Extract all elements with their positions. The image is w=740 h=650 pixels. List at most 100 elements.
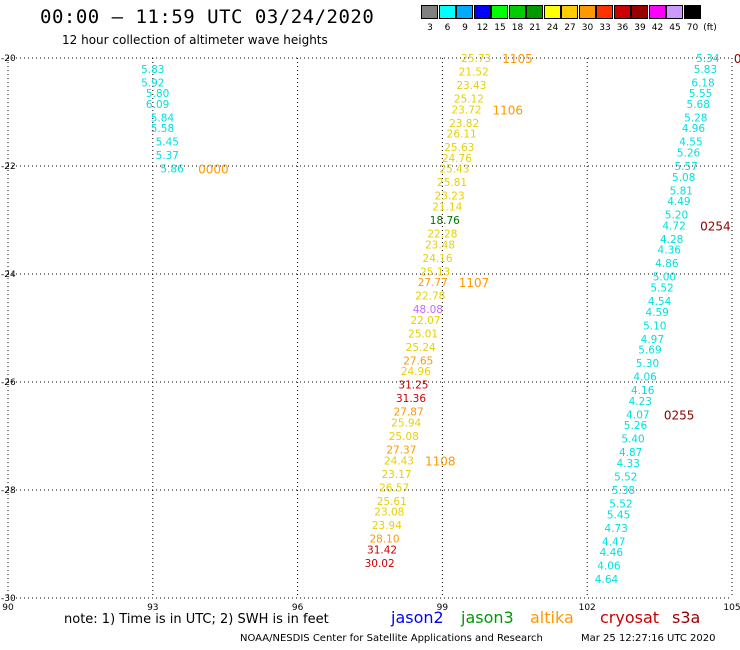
wave-height-value: 25.63 — [444, 142, 474, 154]
legend-swatch — [473, 5, 491, 19]
lon-tick-label: 102 — [579, 603, 596, 613]
pass-time-label: 0000 — [198, 163, 229, 177]
legend-swatch — [683, 5, 701, 19]
legend-label: 42 — [651, 23, 664, 33]
legend-swatch — [596, 5, 613, 19]
wave-height-value: 4.33 — [617, 458, 640, 470]
wave-height-value: 4.06 — [597, 561, 621, 573]
lon-tick-label: 105 — [723, 603, 740, 613]
wave-height-value: 5.38 — [612, 485, 635, 497]
legend-swatch — [508, 5, 526, 19]
legend-swatch — [491, 5, 508, 19]
legend-unit: (ft) — [703, 23, 717, 33]
legend-swatch — [578, 5, 596, 19]
wave-height-value: 22.28 — [427, 229, 457, 241]
legend-label: 15 — [494, 23, 506, 33]
wave-height-value: 23.82 — [449, 118, 479, 130]
pass-time-label: 0253 — [734, 52, 740, 66]
wave-height-value: 25.73 — [461, 53, 491, 65]
wave-height-value: 23.94 — [372, 520, 402, 532]
wave-height-value: 26.11 — [447, 129, 477, 141]
legend-swatch — [631, 5, 648, 19]
wave-height-value: 25.43 — [439, 164, 469, 176]
wave-height-value: 25.61 — [377, 496, 407, 508]
wave-height-value: 25.12 — [454, 94, 484, 106]
legend-label: 36 — [616, 23, 629, 33]
wave-height-value: 5.68 — [687, 99, 710, 111]
wave-height-value: 5.34 — [696, 53, 720, 65]
legend-swatch — [543, 5, 561, 19]
wave-height-value: 4.06 — [633, 372, 657, 384]
wave-height-value: 5.81 — [670, 185, 693, 197]
legend-swatch — [526, 5, 543, 19]
wave-height-value: 24.43 — [384, 455, 414, 467]
wave-height-value: 27.77 — [418, 277, 448, 289]
footnote: note: 1) Time is in UTC; 2) SWH is in fe… — [64, 612, 329, 627]
credit-line: NOAA/NESDIS Center for Satellite Applica… — [240, 633, 543, 644]
wave-height-value: 4.54 — [648, 296, 672, 308]
wave-height-value: 23.08 — [374, 507, 404, 519]
wave-height-value: 25.24 — [406, 342, 436, 354]
pass-time-label: 1106 — [493, 103, 524, 117]
wave-height-value: 5.57 — [674, 161, 697, 173]
pass-time-label: 0255 — [664, 408, 695, 422]
wave-height-value: 4.87 — [619, 447, 642, 459]
legend-label: 9 — [462, 23, 468, 33]
wave-height-value: 23.43 — [456, 80, 486, 92]
wave-height-value: 4.64 — [595, 574, 619, 586]
legend-swatch — [613, 5, 631, 19]
wave-height-value: 5.28 — [684, 112, 707, 124]
lat-tick-label: -20 — [1, 54, 16, 64]
wave-height-value: 24.16 — [423, 253, 453, 265]
legend-label: 45 — [669, 23, 681, 33]
wave-height-value: 5.83 — [694, 64, 717, 76]
wave-height-value: 25.01 — [408, 328, 438, 340]
lat-tick-label: -30 — [1, 594, 16, 604]
wave-height-value: 5.20 — [665, 210, 688, 222]
legend-label: 21 — [529, 23, 541, 33]
wave-height-value: 6.09 — [146, 99, 169, 111]
wave-height-value: 5.86 — [160, 164, 184, 176]
legend-swatch — [456, 5, 473, 19]
wave-height-value: 23.17 — [382, 469, 412, 481]
wave-height-value: 5.26 — [624, 420, 648, 432]
legend-label: 24 — [546, 23, 559, 33]
lon-tick-label: 99 — [437, 603, 449, 613]
wave-height-value: 4.49 — [667, 196, 690, 208]
legend-label: 12 — [476, 23, 489, 33]
legend-swatch — [648, 5, 666, 19]
lat-tick-label: -26 — [1, 378, 16, 388]
lat-tick-label: -28 — [1, 486, 16, 496]
legend-label: 70 — [686, 23, 699, 33]
wave-height-value: 4.47 — [602, 536, 625, 548]
page-title: 00:00 – 11:59 UTC 03/24/2020 — [40, 6, 375, 28]
wave-height-value: 4.96 — [682, 123, 706, 135]
legend-swatch — [438, 5, 456, 19]
wave-height-value: 31.42 — [367, 544, 397, 556]
wave-height-value: 6.18 — [691, 77, 714, 89]
satellite-name: altika — [530, 608, 574, 627]
wave-height-value: 5.55 — [689, 88, 712, 100]
wave-height-value: 4.97 — [641, 334, 664, 346]
wave-height-value: 25.94 — [391, 418, 421, 430]
satellite-name: cryosat — [600, 608, 660, 627]
legend-swatch — [421, 5, 438, 19]
legend-swatch — [666, 5, 683, 19]
legend-label: 27 — [564, 23, 576, 33]
wave-height-value: 25.13 — [420, 266, 450, 278]
wave-height-value: 22.78 — [415, 291, 445, 303]
wave-height-value: 5.00 — [653, 272, 676, 284]
wave-height-value: 5.58 — [151, 123, 174, 135]
wave-height-value: 31.25 — [398, 380, 428, 392]
legend-swatch — [561, 5, 578, 19]
wave-height-value: 25.81 — [437, 177, 467, 189]
wave-height-value: 4.23 — [629, 396, 652, 408]
wave-height-value: 5.84 — [151, 112, 175, 124]
wave-height-value: 5.83 — [141, 64, 164, 76]
legend-label: 18 — [511, 23, 524, 33]
wave-height-value: 5.10 — [643, 320, 666, 332]
lat-tick-label: -24 — [1, 270, 16, 280]
wave-height-value: 27.87 — [394, 407, 424, 419]
